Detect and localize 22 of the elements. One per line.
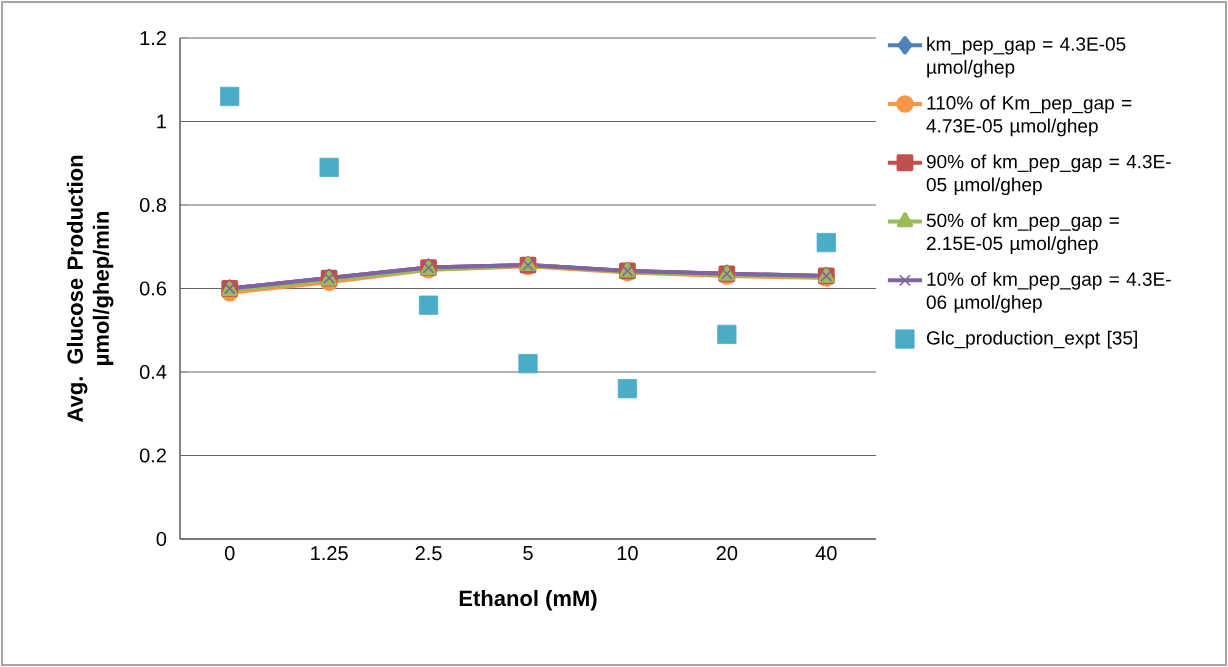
y-tick-label: 0.8 (139, 197, 167, 213)
x-axis-title: Ethanol (mM) (459, 589, 597, 611)
legend-label: 50% of km_pep_gap = 2.15E-05 µmol/ghep (926, 213, 1119, 254)
y-tick-label: 1 (157, 114, 166, 129)
legend-label: 90% of km_pep_gap = 4.3E-05 µmol/ghep (926, 154, 1171, 196)
y-tick-label: 0.2 (139, 448, 166, 463)
legend-label: km_pep_gap = 4.3E-05 µmol/ghep (927, 36, 1126, 78)
y-tick-label: 0 (156, 531, 167, 547)
x-tick-label: 1.25 (311, 546, 348, 561)
x-tick-label: 0 (224, 546, 235, 561)
y-tick-label: 0.4 (139, 364, 167, 380)
legend-label: 10% of km_pep_gap = 4.3E-06 µmol/ghep (926, 271, 1171, 313)
y-tick-label: 1.2 (140, 31, 166, 45)
legend-label: Glc_production_expt [35] (926, 330, 1137, 349)
x-tick-label: 40 (815, 546, 837, 561)
x-tick-label: 20 (716, 546, 738, 561)
x-tick-label: 5 (523, 546, 533, 560)
y-axis-title: Avg. Glucose Production µmol/ghep/min (66, 155, 114, 422)
y-tick-label: 0.6 (139, 281, 167, 296)
x-tick-label: 2.5 (415, 546, 442, 561)
x-tick-label: 10 (617, 546, 638, 561)
legend-label: 110% of Km_pep_gap = 4.73E-05 µmol/ghep (926, 95, 1132, 137)
